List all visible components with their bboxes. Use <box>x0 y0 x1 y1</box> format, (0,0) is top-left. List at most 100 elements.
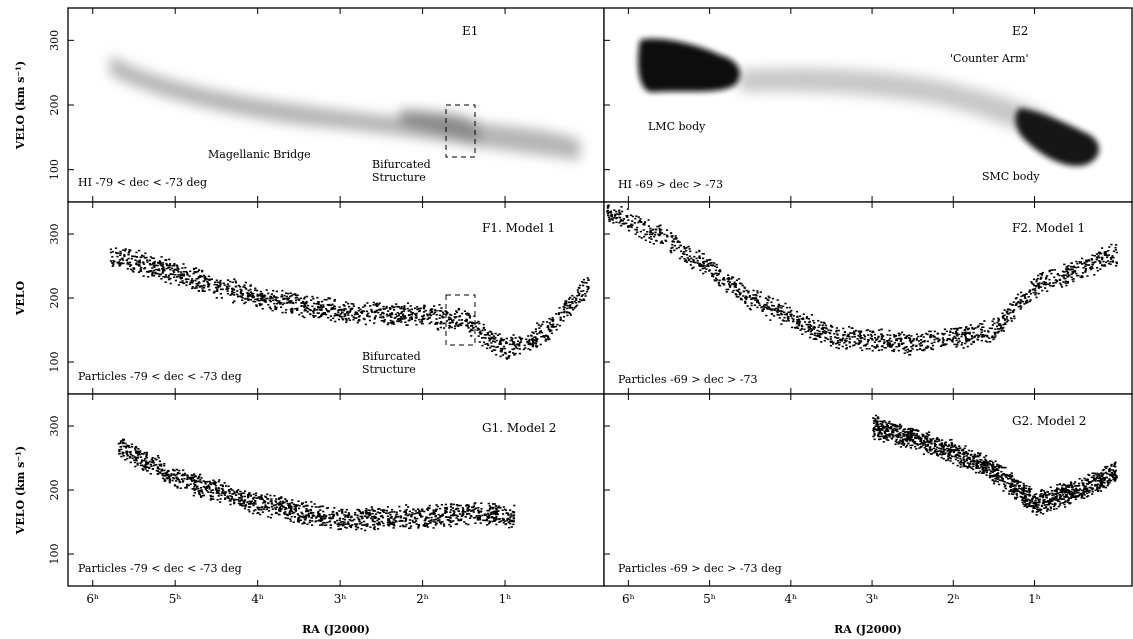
particle <box>366 517 369 519</box>
particle <box>185 272 188 274</box>
particle <box>202 280 205 282</box>
particle <box>382 316 385 319</box>
particle <box>750 302 753 304</box>
particle <box>963 328 966 331</box>
particle <box>540 335 543 338</box>
particle <box>1055 279 1058 282</box>
particle <box>359 523 362 525</box>
particle <box>1020 306 1023 308</box>
particle <box>283 512 286 514</box>
particle <box>236 491 239 494</box>
particle <box>469 329 472 332</box>
particle <box>322 312 325 314</box>
particle <box>326 521 329 524</box>
particle <box>127 445 131 447</box>
particle <box>813 325 816 328</box>
particle <box>208 488 211 490</box>
particle <box>239 285 242 288</box>
particle <box>715 277 718 280</box>
particle <box>318 308 321 311</box>
particle <box>132 267 135 269</box>
particle <box>936 332 939 335</box>
particle <box>295 299 298 301</box>
particle <box>275 290 278 293</box>
particle <box>150 465 153 467</box>
particle <box>643 222 646 225</box>
particle <box>690 257 693 259</box>
particle <box>929 330 932 333</box>
particle <box>186 474 189 476</box>
particle <box>157 456 160 459</box>
particle <box>1063 495 1066 498</box>
particle <box>1070 262 1073 264</box>
particle <box>207 485 210 488</box>
particle <box>452 319 455 321</box>
particle <box>883 341 886 343</box>
particle <box>387 322 390 324</box>
particle <box>435 314 438 316</box>
particle <box>818 324 821 326</box>
particle <box>886 343 889 346</box>
particle <box>207 285 210 287</box>
particle <box>403 318 406 320</box>
particle <box>197 281 200 283</box>
particle <box>687 245 690 248</box>
particle <box>296 307 299 310</box>
particle <box>179 487 182 489</box>
particle <box>272 295 275 297</box>
particle <box>1058 500 1061 503</box>
particle <box>1106 465 1109 468</box>
particle <box>178 472 181 475</box>
particle <box>873 333 876 336</box>
particle <box>805 323 808 326</box>
particle <box>219 283 222 286</box>
particle <box>534 330 537 333</box>
particle <box>251 295 254 297</box>
particle <box>1038 501 1041 504</box>
particle <box>274 500 277 502</box>
particle <box>1076 262 1079 265</box>
particle <box>454 325 457 327</box>
particle <box>257 512 260 514</box>
particle <box>783 313 787 316</box>
particle <box>473 315 476 318</box>
particle <box>563 306 566 309</box>
particle <box>563 304 566 306</box>
particle <box>489 346 492 349</box>
particle <box>949 439 952 441</box>
particle <box>140 270 143 272</box>
particle <box>810 314 813 316</box>
particle <box>382 509 385 511</box>
particle <box>345 527 348 529</box>
particle <box>702 272 705 275</box>
particle <box>144 468 147 470</box>
particle <box>303 316 306 319</box>
particle <box>303 305 306 308</box>
particle <box>798 320 801 322</box>
particle <box>638 235 641 238</box>
particle <box>176 267 179 269</box>
particle <box>544 334 548 337</box>
particle <box>302 302 305 304</box>
particle <box>1019 302 1022 305</box>
particle <box>377 508 380 510</box>
particle <box>427 517 430 519</box>
particle <box>338 519 341 521</box>
particle <box>944 452 947 454</box>
particle <box>407 514 410 517</box>
particle <box>989 341 992 343</box>
particle <box>962 449 965 452</box>
particle <box>136 457 139 459</box>
particle <box>362 317 365 320</box>
particle <box>893 341 896 344</box>
particle <box>586 277 589 279</box>
particle <box>170 473 173 475</box>
particle <box>402 517 406 519</box>
particle <box>612 222 615 224</box>
particle <box>490 342 493 344</box>
particle <box>568 304 571 307</box>
particle <box>796 310 799 313</box>
particle <box>566 307 569 310</box>
particle <box>426 508 429 510</box>
particle <box>568 306 571 308</box>
